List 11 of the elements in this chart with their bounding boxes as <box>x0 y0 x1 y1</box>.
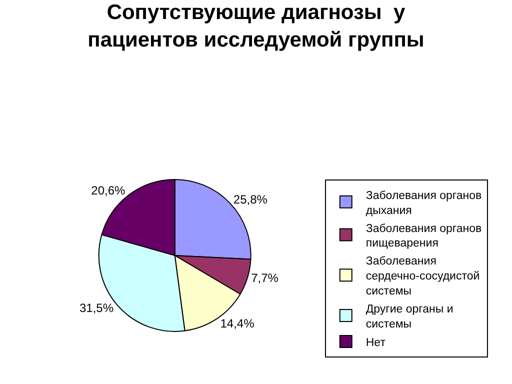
data-label: 14,4% <box>220 316 255 331</box>
legend-label: Заболевания сердечно-сосудистой системы <box>366 256 480 298</box>
legend-label: Другие органы и системы <box>366 304 454 330</box>
legend-label: Нет <box>366 336 386 349</box>
chart-title: Сопутствующие диагнозы у пациентов исследуемой группы <box>88 1 424 52</box>
data-label: 20,6% <box>91 183 126 198</box>
data-label: 31,5% <box>79 301 114 316</box>
data-label: 7,7% <box>251 270 279 285</box>
legend-label: Заболевания органов пищеварения <box>366 222 482 250</box>
legend-label: Заболевания органов дыхания <box>366 190 482 217</box>
data-label: 25,8% <box>233 192 268 207</box>
